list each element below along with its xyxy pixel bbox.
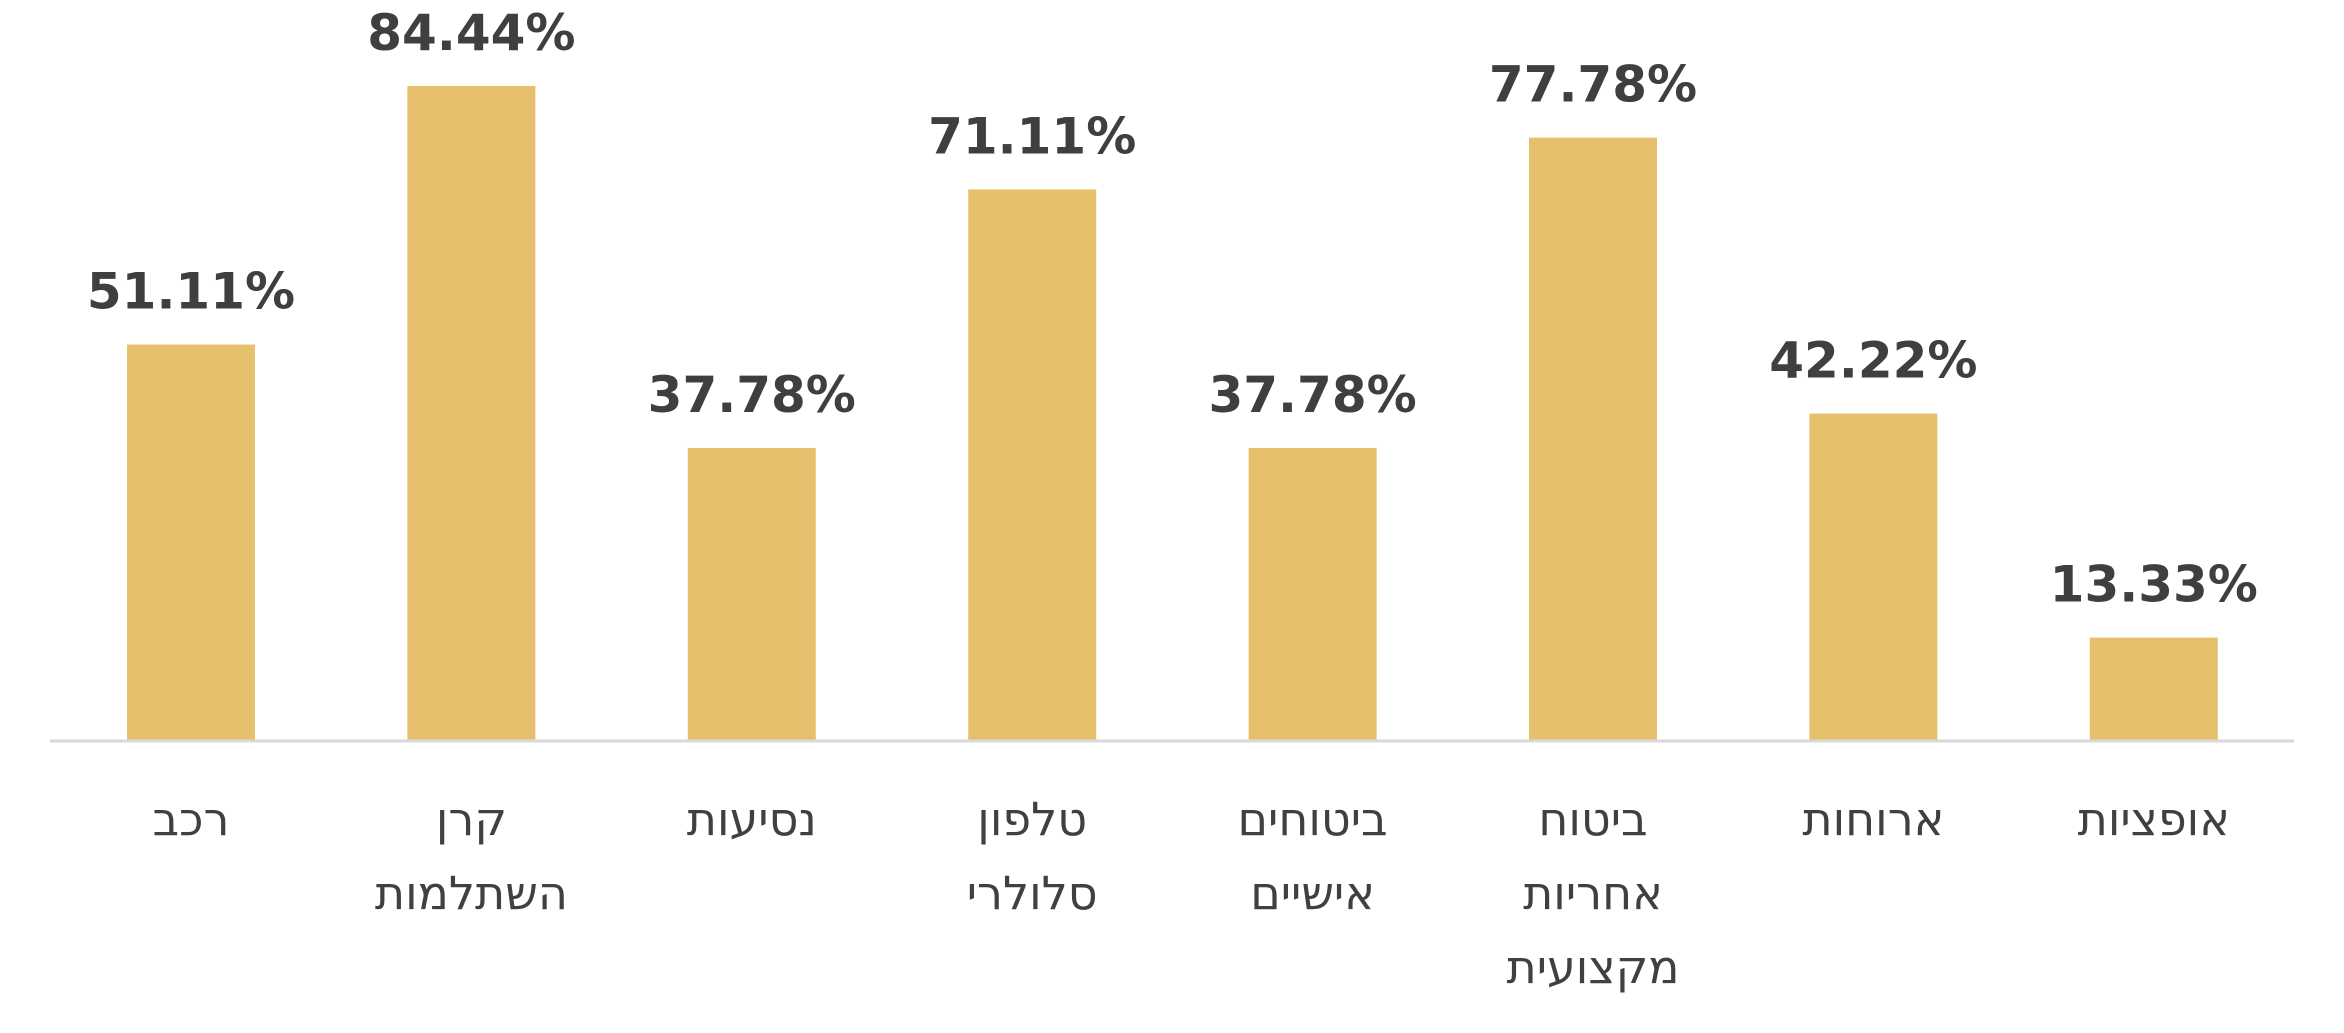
value-label-5: 37.78% bbox=[1208, 366, 1416, 424]
value-label-6: 77.78% bbox=[1489, 56, 1697, 114]
category-label-line: השתלמות bbox=[375, 866, 568, 920]
bar-5 bbox=[1248, 447, 1377, 741]
category-label-line: אישיים bbox=[1250, 866, 1375, 920]
category-label-line: ארוחות bbox=[1802, 792, 1944, 846]
bar-2 bbox=[407, 86, 536, 741]
category-label-5: ביטוחים אישיים bbox=[1238, 792, 1388, 920]
category-label-line: סלולרי bbox=[967, 866, 1098, 920]
bar-6 bbox=[1529, 137, 1657, 742]
bar-3 bbox=[687, 447, 816, 741]
category-label-4: טלפון סלולרי bbox=[967, 792, 1098, 920]
category-label-line: טלפון bbox=[977, 792, 1087, 846]
category-label-line: ביטוחים bbox=[1238, 792, 1388, 846]
bar-8 bbox=[2089, 637, 2218, 741]
category-label-2: קרן השתלמות bbox=[375, 792, 568, 920]
value-label-4: 71.11% bbox=[928, 107, 1136, 165]
category-label-3: נסיעות bbox=[687, 792, 817, 846]
category-label-line: אחריות bbox=[1523, 866, 1663, 920]
category-label-8: אופציות bbox=[2078, 792, 2230, 846]
value-labels-group: 51.11% 84.44% 37.78% 71.11% 37.78% 77.78% 42.2… bbox=[87, 4, 2258, 614]
category-label-line: קרן bbox=[436, 792, 507, 846]
category-label-6: ביטוח אחריות מקצועית bbox=[1506, 792, 1679, 994]
category-label-1: רכב bbox=[153, 792, 230, 846]
value-label-3: 37.78% bbox=[648, 366, 856, 424]
value-label-7: 42.22% bbox=[1769, 332, 1977, 390]
category-label-line: רכב bbox=[153, 792, 230, 846]
category-label-line: אופציות bbox=[2078, 792, 2230, 846]
bar-4 bbox=[968, 189, 1097, 741]
category-label-7: ארוחות bbox=[1802, 792, 1944, 846]
category-label-line: נסיעות bbox=[687, 792, 817, 846]
value-label-2: 84.44% bbox=[367, 4, 575, 62]
value-label-8: 13.33% bbox=[2050, 556, 2258, 614]
bar-1 bbox=[127, 344, 255, 741]
bars-group bbox=[127, 86, 2218, 742]
bar-7 bbox=[1809, 413, 1938, 741]
category-labels-group: רכב קרן השתלמות נסיעות טלפון סלולרי ביטוחים איש… bbox=[153, 792, 2230, 994]
category-label-line: מקצועית bbox=[1506, 940, 1679, 994]
value-label-1: 51.11% bbox=[87, 263, 295, 321]
category-label-line: ביטוח bbox=[1538, 792, 1647, 846]
